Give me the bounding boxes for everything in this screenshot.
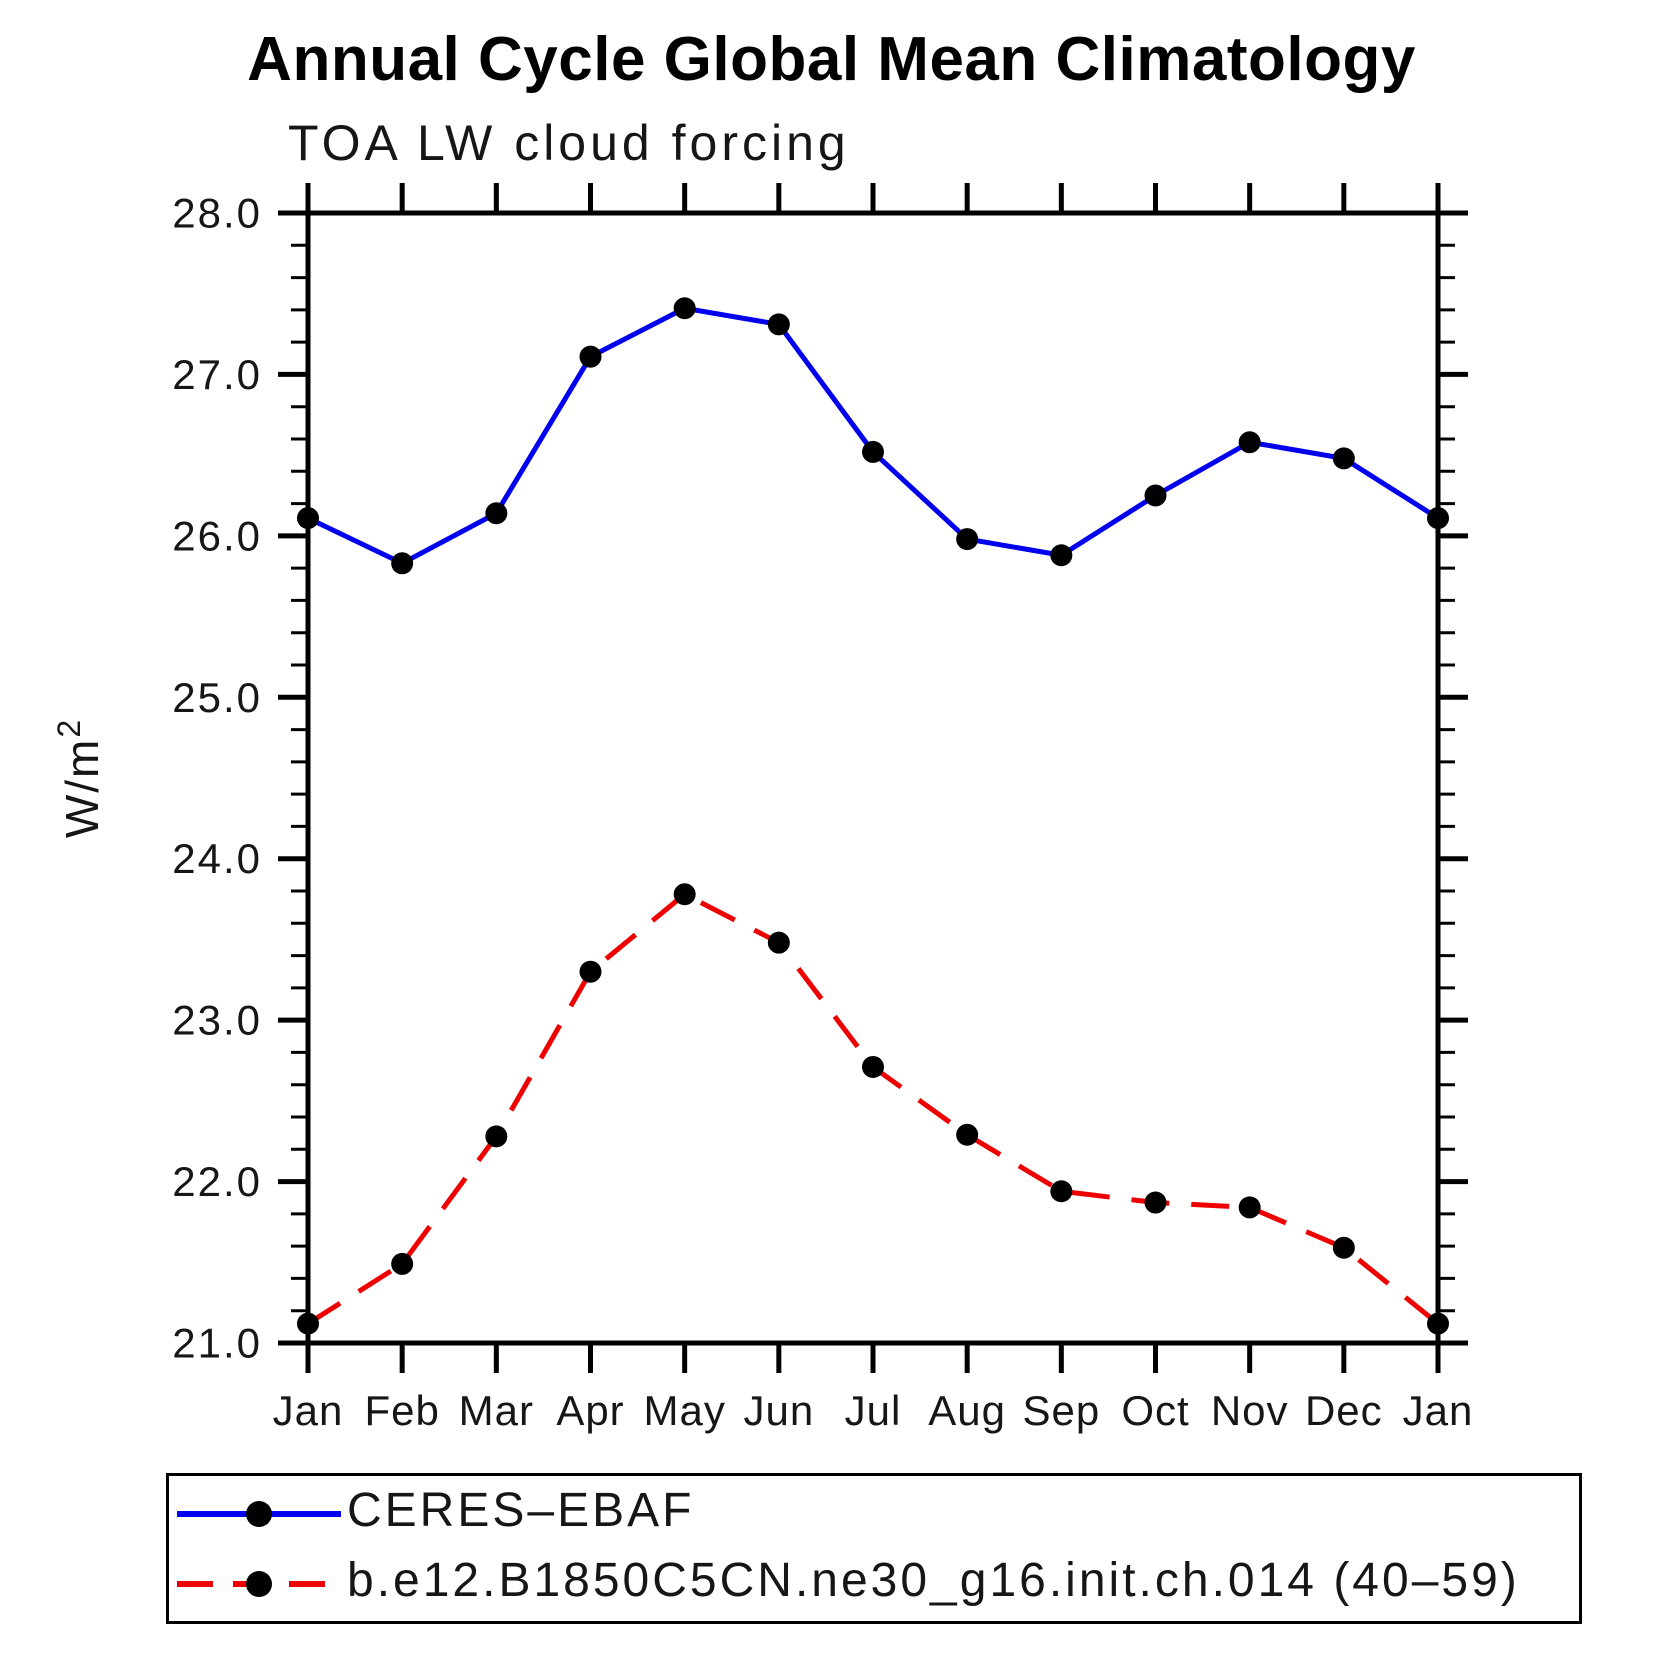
y-tick-label: 27.0 (172, 351, 262, 398)
data-point (579, 960, 602, 983)
data-point (862, 1055, 884, 1078)
series-ceres (297, 297, 1449, 575)
data-point (767, 931, 790, 954)
data-point (862, 440, 884, 463)
y-major-ticks (278, 210, 1468, 1346)
chart-title: Annual Cycle Global Mean Climatology (247, 25, 1416, 94)
x-tick-label: Jan (273, 1387, 344, 1434)
y-axis-title: W/m2 (51, 718, 108, 838)
x-tick-label: Dec (1305, 1387, 1383, 1434)
x-tick-label: Feb (364, 1387, 439, 1434)
data-point (1144, 1191, 1167, 1214)
data-point (579, 345, 602, 368)
data-point (1050, 1180, 1073, 1203)
y-tick-label: 26.0 (172, 512, 262, 559)
legend-swatch-model-line-icon (177, 1570, 341, 1597)
x-tick-label: Jun (743, 1387, 814, 1434)
legend: CERES–EBAF b.e12.B1850C5CN.ne30_g16.init… (166, 1473, 1582, 1624)
x-tick-label: May (643, 1387, 725, 1434)
data-point (1144, 484, 1167, 507)
data-point (391, 552, 414, 575)
data-point (956, 1123, 979, 1146)
axis-frame (305, 210, 1441, 1346)
data-point (1050, 544, 1073, 567)
data-point (767, 313, 790, 336)
x-tick-label: Jul (845, 1387, 902, 1434)
x-tick-labels: Jan Feb Mar Apr May Jun Jul Aug Sep Oct Nov Dec Jan (273, 1387, 1474, 1434)
data-point (956, 528, 979, 551)
series-model (297, 883, 1449, 1335)
legend-label-model: b.e12.B1850C5CN.ne30_g16.init.ch.014 (40… (347, 1553, 1520, 1607)
legend-swatch-ceres-line-icon (177, 1500, 341, 1527)
data-point (1332, 1236, 1355, 1259)
data-point (1238, 1196, 1261, 1219)
data-point (673, 883, 696, 906)
x-ticks (305, 183, 1441, 1373)
chart-subtitle: TOA LW cloud forcing (288, 115, 850, 171)
y-tick-label: 21.0 (172, 1320, 262, 1367)
x-tick-label: Sep (1022, 1387, 1100, 1434)
data-point (1427, 507, 1449, 530)
series-line (306, 305, 1440, 567)
y-tick-label: 23.0 (172, 997, 262, 1044)
data-point (391, 1252, 414, 1275)
y-tick-label: 24.0 (172, 835, 262, 882)
data-point (1238, 431, 1261, 454)
data-point (485, 1125, 508, 1148)
x-tick-label: Aug (928, 1387, 1006, 1434)
y-minor-ticks (291, 243, 1455, 1313)
data-point (485, 502, 508, 525)
series-line (306, 891, 1440, 1326)
data-point (673, 297, 696, 320)
y-tick-labels: 21.0 22.0 23.0 24.0 25.0 26.0 27.0 28.0 (172, 190, 262, 1367)
legend-item-ceres: CERES–EBAF (173, 1480, 1579, 1548)
y-tick-label: 22.0 (172, 1158, 262, 1205)
data-point (1332, 447, 1355, 470)
x-tick-label: Mar (459, 1387, 534, 1434)
data-point (297, 507, 319, 530)
x-tick-label: Nov (1211, 1387, 1289, 1434)
legend-label-ceres: CERES–EBAF (347, 1483, 695, 1537)
y-tick-label: 28.0 (172, 190, 262, 237)
data-point (1427, 1312, 1449, 1335)
y-tick-label: 25.0 (172, 674, 262, 721)
x-tick-label: Oct (1121, 1387, 1189, 1434)
x-tick-label: Apr (556, 1387, 624, 1434)
data-point (297, 1312, 319, 1335)
legend-item-model: b.e12.B1850C5CN.ne30_g16.init.ch.014 (40… (173, 1550, 1579, 1618)
x-tick-label: Jan (1403, 1387, 1474, 1434)
